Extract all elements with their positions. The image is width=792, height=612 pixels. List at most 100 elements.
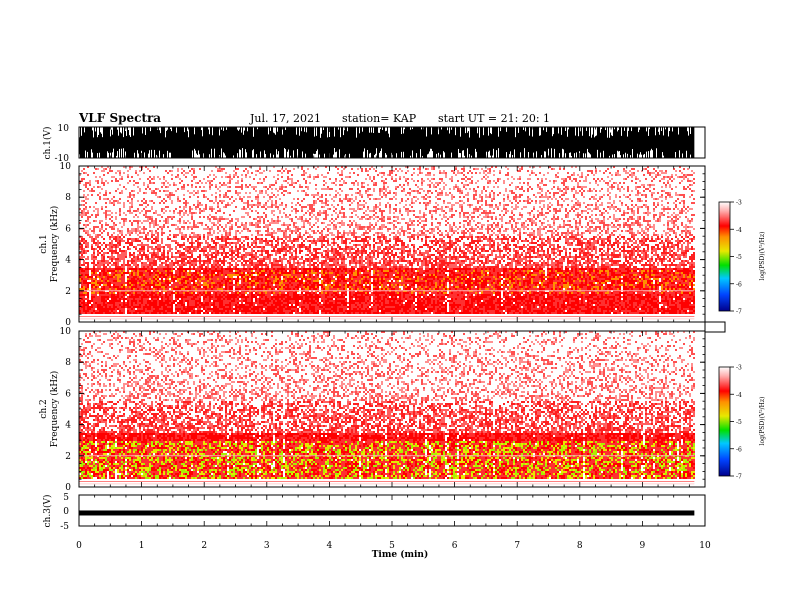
spectrogram-cell xyxy=(167,252,169,254)
spectrogram-cell xyxy=(165,206,167,208)
spectrogram-cell xyxy=(211,184,213,186)
spectrogram-cell xyxy=(265,268,267,270)
ch1-waveform-gap xyxy=(134,152,135,158)
spectrogram-cell xyxy=(119,312,121,314)
spectrogram-cell xyxy=(267,276,269,278)
ch1-waveform-gap xyxy=(121,148,122,158)
spectrogram-cell xyxy=(119,222,121,224)
spectrogram-cell xyxy=(133,252,135,254)
spectrogram-cell xyxy=(81,204,83,206)
spectrogram-cell xyxy=(109,268,111,270)
spectrogram-cell xyxy=(159,300,161,302)
spectrogram-cell xyxy=(183,302,185,304)
spectrogram-cell xyxy=(95,288,97,290)
spectrogram-cell xyxy=(175,242,177,244)
spectrogram-cell xyxy=(79,242,81,244)
spectrogram-cell xyxy=(253,178,255,180)
spectrogram-cell xyxy=(247,212,249,214)
spectrogram-cell xyxy=(211,222,213,224)
spectrogram-cell xyxy=(141,282,143,284)
spectrogram-cell xyxy=(263,274,265,276)
spectrogram-cell xyxy=(241,242,243,244)
spectrogram-cell xyxy=(169,280,171,282)
spectrogram-cell xyxy=(131,204,133,206)
ch1-waveform-gap xyxy=(385,127,386,132)
spectrogram-cell xyxy=(225,312,227,314)
spectrogram-cell xyxy=(283,284,285,286)
spectrogram-cell xyxy=(97,180,99,182)
spectrogram-cell xyxy=(217,298,219,300)
spectrogram-cell xyxy=(219,302,221,304)
spectrogram-cell xyxy=(195,260,197,262)
spectrogram-cell xyxy=(133,308,135,310)
spectrogram-cell xyxy=(159,284,161,286)
spectrogram-cell xyxy=(281,204,283,206)
spectrogram-cell xyxy=(275,308,277,310)
spectrogram-cell xyxy=(107,172,109,174)
ch1-waveform-gap xyxy=(589,127,590,137)
spectrogram-cell xyxy=(211,298,213,300)
spectrogram-cell xyxy=(199,168,201,170)
spectrogram-cell xyxy=(109,282,111,284)
spectrogram-cell xyxy=(225,204,227,206)
spectrogram-cell xyxy=(209,206,211,208)
spectrogram-cell xyxy=(179,300,181,302)
ch1-waveform-gap xyxy=(410,155,411,158)
spectrogram-cell xyxy=(99,312,101,314)
spectrogram-cell xyxy=(183,202,185,204)
spectrogram-cell xyxy=(157,294,159,296)
spectrogram-cell xyxy=(265,238,267,240)
spectrogram-cell xyxy=(119,300,121,302)
spectrogram-cell xyxy=(121,190,123,192)
spectrogram-cell xyxy=(95,302,97,304)
spectrogram-cell xyxy=(205,190,207,192)
spectrogram-cell xyxy=(83,184,85,186)
spectrogram-cell xyxy=(109,270,111,272)
spectrogram-cell xyxy=(261,260,263,262)
spectrogram-cell xyxy=(131,308,133,310)
spectrogram-cell xyxy=(85,230,87,232)
spectrogram-cell xyxy=(91,284,93,286)
spectrogram-cell xyxy=(259,260,261,262)
spectrogram-cell xyxy=(221,312,223,314)
ch1-waveform-gap xyxy=(221,148,222,158)
spectrogram-cell xyxy=(277,206,279,208)
spectrogram-cell xyxy=(285,302,287,304)
spectrogram-cell xyxy=(201,276,203,278)
spectrogram-cell xyxy=(113,308,115,310)
spectrogram-cell xyxy=(167,238,169,240)
spectrogram-cell xyxy=(217,294,219,296)
spectrogram-cell xyxy=(139,296,141,298)
ch1-waveform-gap xyxy=(571,155,572,158)
spectrogram-cell xyxy=(105,298,107,300)
spectrogram-cell xyxy=(183,292,185,294)
spectrogram-cell xyxy=(133,296,135,298)
spectrogram-cell xyxy=(157,196,159,198)
spectrogram-cell xyxy=(255,264,257,266)
spectrogram-cell xyxy=(265,310,267,312)
spectrogram-cell xyxy=(283,300,285,302)
spectrogram-cell xyxy=(91,304,93,306)
spectrogram-cell xyxy=(159,304,161,306)
spectrogram-cell xyxy=(263,206,265,208)
spectrogram-cell xyxy=(121,286,123,288)
spectrogram-cell xyxy=(183,170,185,172)
spectrogram-cell xyxy=(205,286,207,288)
spectrogram-cell xyxy=(107,298,109,300)
spectrogram-cell xyxy=(195,262,197,264)
ch1-waveform-gap xyxy=(403,151,404,158)
spectrogram-cell xyxy=(79,228,81,230)
ch1-waveform-gap xyxy=(345,154,346,158)
spectrogram-cell xyxy=(275,196,277,198)
spectrogram-cell xyxy=(129,196,131,198)
spectrogram-cell xyxy=(181,236,183,238)
ch1-waveform-gap xyxy=(536,151,537,158)
spectrogram-cell xyxy=(119,170,121,172)
spectrogram-cell xyxy=(257,170,259,172)
spectrogram-cell xyxy=(221,308,223,310)
spectrogram-cell xyxy=(239,240,241,242)
ch1-waveform-gap xyxy=(125,151,126,158)
spectrogram-cell xyxy=(151,222,153,224)
spectrogram-cell xyxy=(207,244,209,246)
spectrogram-cell xyxy=(99,264,101,266)
